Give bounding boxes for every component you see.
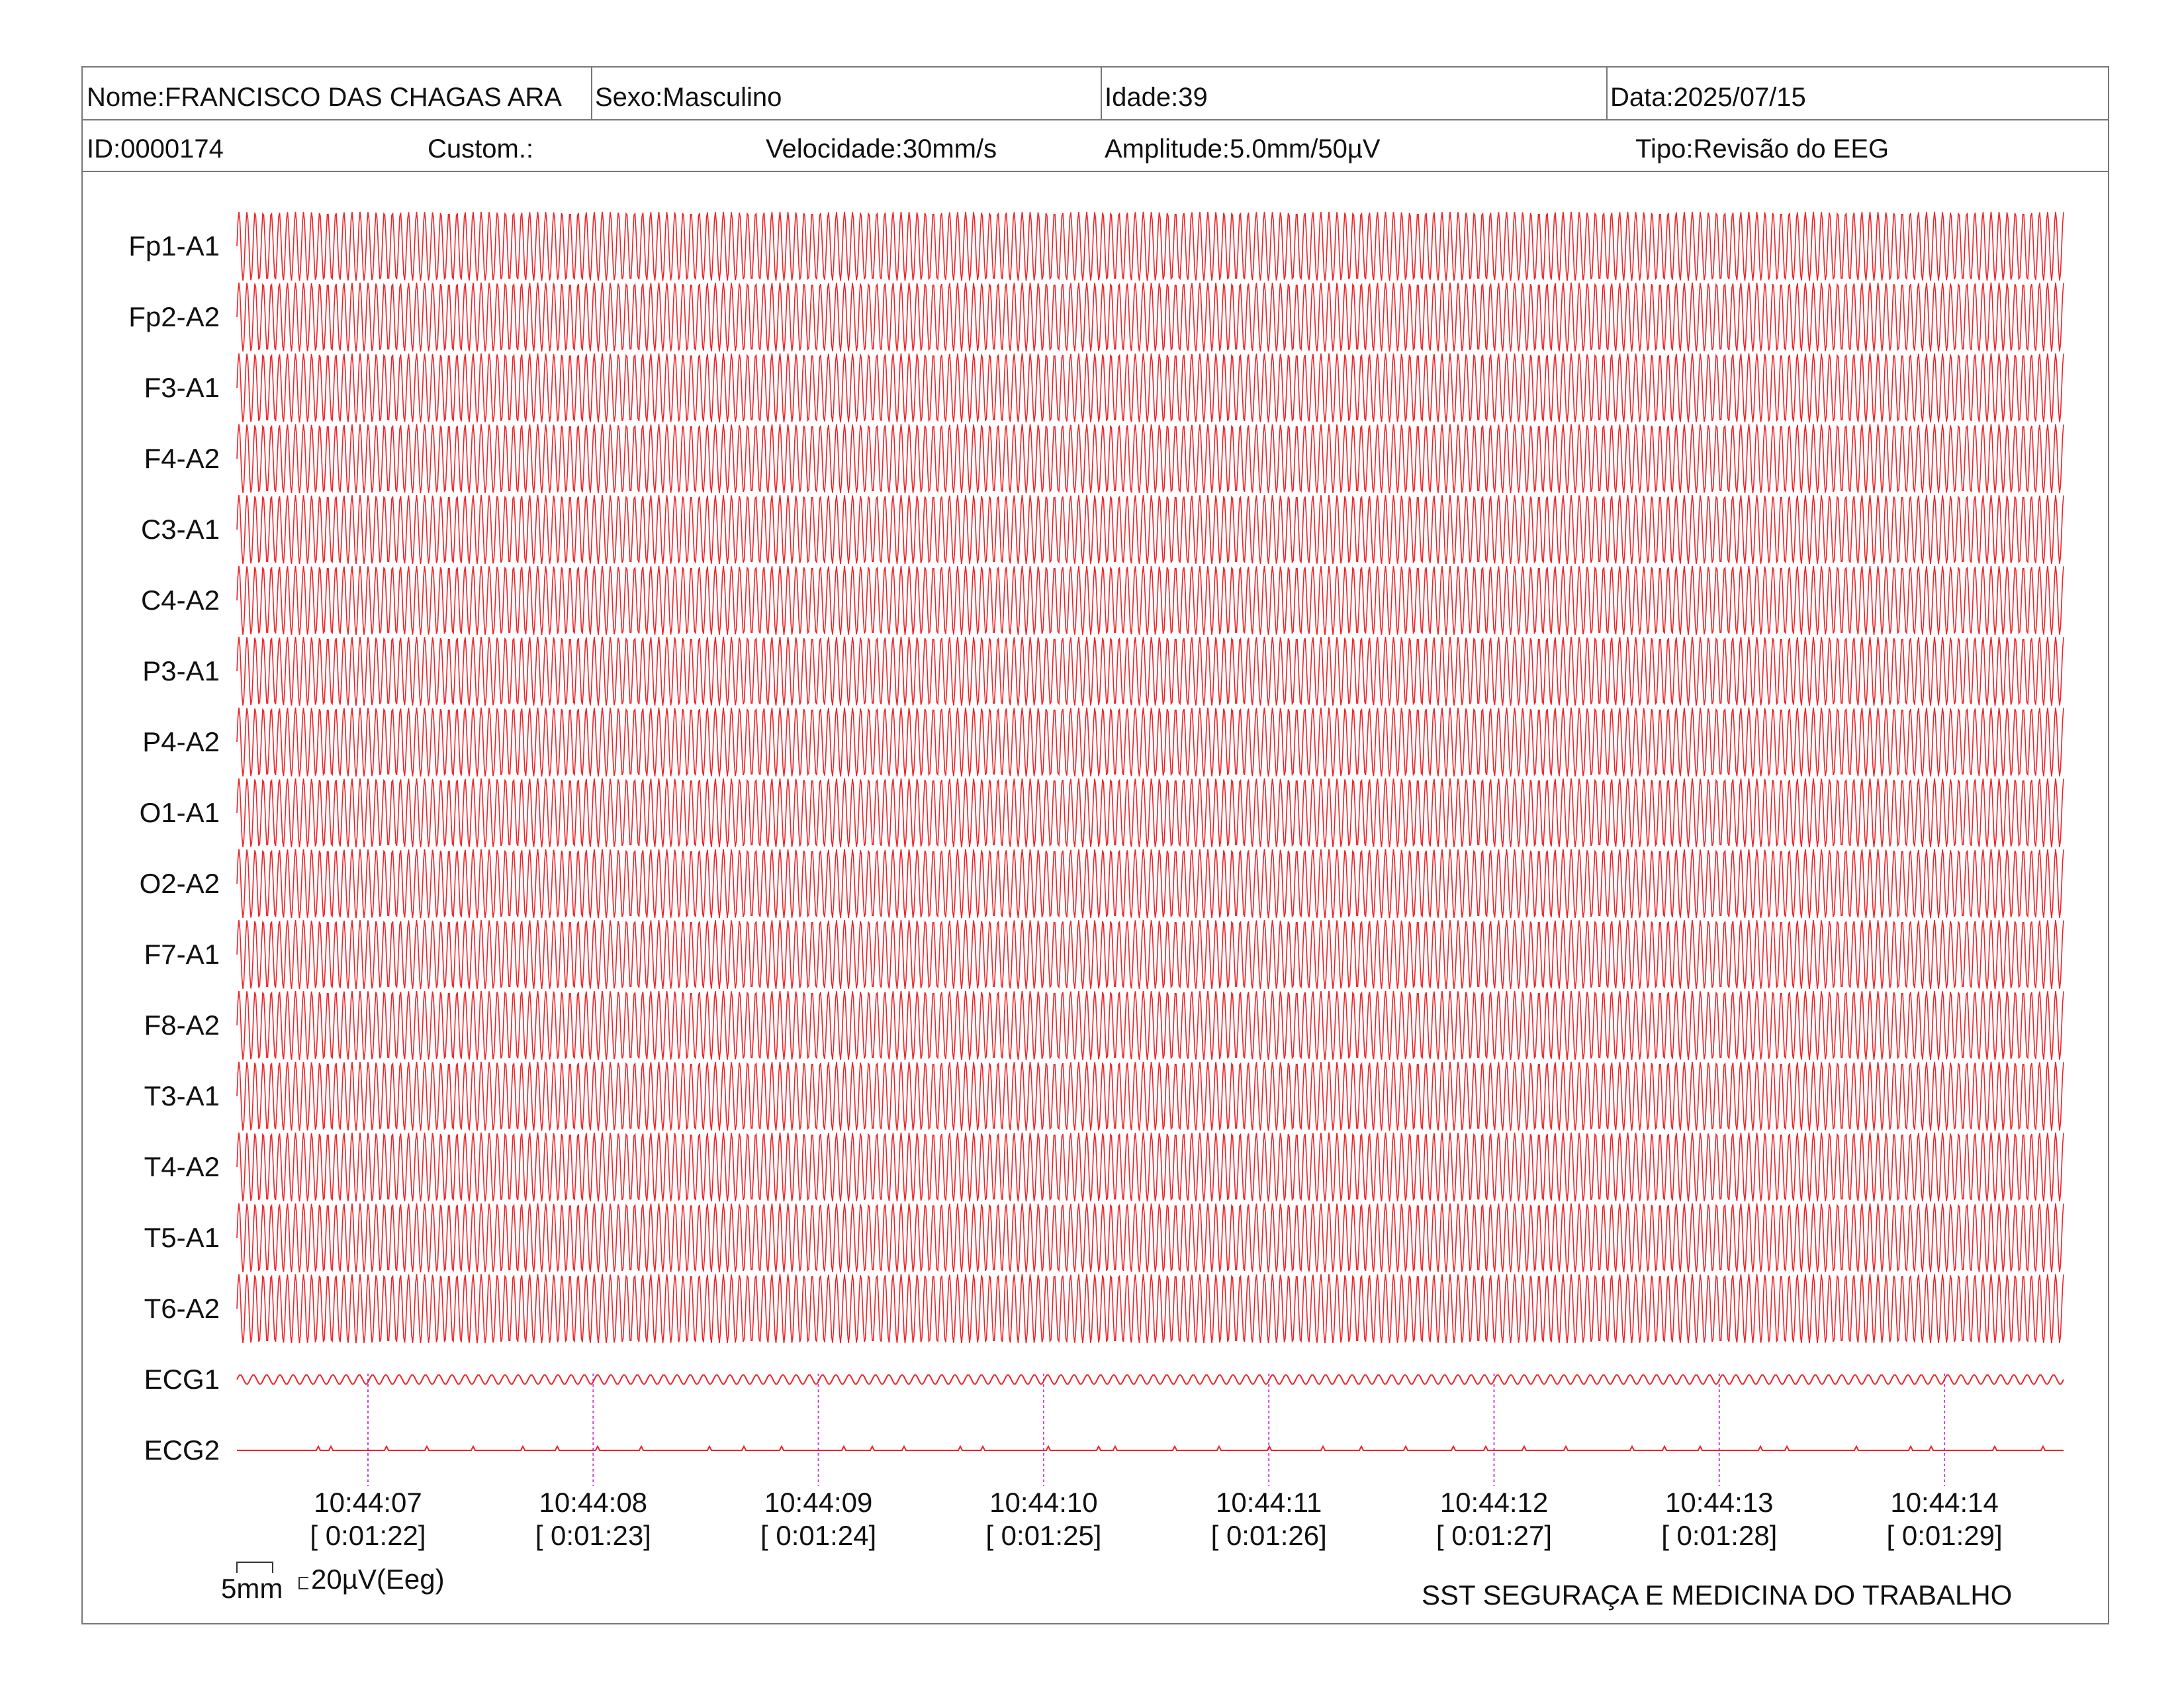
speed-setting: Velocidade:30mm/s	[766, 134, 997, 164]
time-marker-clock: 10:44:11	[1216, 1487, 1322, 1518]
header-divider	[591, 68, 592, 119]
channel-trace	[236, 1203, 2064, 1273]
channel-label: ECG1	[144, 1364, 220, 1395]
channel-label: T5-A1	[144, 1222, 220, 1253]
time-marker-clock: 10:44:12	[1439, 1487, 1549, 1518]
time-marker-label: 10:44:09[ 0:01:24]	[733, 1486, 905, 1552]
channel-trace	[236, 565, 2064, 635]
channel-trace	[236, 990, 2064, 1060]
time-marker-label: 10:44:07[ 0:01:22]	[282, 1486, 454, 1552]
time-marker-label: 10:44:12[ 0:01:27]	[1408, 1486, 1580, 1552]
channel-label: F4-A2	[144, 443, 220, 474]
header-row-settings: ID:0000174 Custom.: Velocidade:30mm/s Am…	[83, 119, 2108, 172]
channel-trace	[236, 282, 2064, 352]
channel-label: Fp1-A1	[128, 230, 220, 261]
time-marker-label: 10:44:08[ 0:01:23]	[507, 1486, 679, 1552]
time-marker-elapsed: [ 0:01:29]	[1886, 1520, 2003, 1551]
patient-name: Nome:FRANCISCO DAS CHAGAS ARA	[87, 83, 562, 112]
time-marker-elapsed: [ 0:01:26]	[1210, 1520, 1327, 1551]
patient-age: Idade:39	[1105, 83, 1208, 112]
amplitude-scale-bracket	[298, 1577, 308, 1589]
time-marker-label: 10:44:11[ 0:01:26]	[1183, 1486, 1355, 1552]
channel-label: C4-A2	[140, 585, 220, 616]
time-marker-label: 10:44:10[ 0:01:25]	[958, 1486, 1130, 1552]
exam-date: Data:2025/07/15	[1610, 83, 1806, 112]
channel-trace	[236, 919, 2064, 990]
header-row-patient: Nome:FRANCISCO DAS CHAGAS ARA Sexo:Mascu…	[83, 68, 2108, 120]
channel-label: P3-A1	[142, 655, 220, 686]
channel-trace	[236, 1374, 2064, 1385]
time-marker-clock: 10:44:08	[539, 1487, 648, 1518]
report-frame: Nome:FRANCISCO DAS CHAGAS ARA Sexo:Mascu…	[81, 66, 2109, 1624]
channel-trace	[236, 849, 2064, 919]
channel-trace	[236, 1132, 2064, 1202]
channel-trace	[236, 494, 2064, 565]
channel-label: F3-A1	[144, 372, 220, 403]
channel-label: F8-A2	[144, 1009, 220, 1041]
time-scale-bracket	[236, 1562, 273, 1573]
time-marker-elapsed: [ 0:01:27]	[1435, 1520, 1553, 1551]
channel-label: ECG2	[144, 1434, 220, 1466]
channel-label: C3-A1	[140, 514, 220, 545]
channel-trace	[236, 1274, 2064, 1344]
channel-label: O1-A1	[139, 797, 220, 828]
channel-label: T6-A2	[144, 1293, 220, 1324]
channel-trace	[236, 778, 2064, 848]
channel-trace	[236, 1061, 2064, 1131]
channel-trace	[237, 1444, 2064, 1451]
company-name: SST SEGURAÇA E MEDICINA DO TRABALHO	[1422, 1579, 2013, 1611]
time-marker-clock: 10:44:14	[1890, 1487, 1999, 1518]
custom-field: Custom.:	[428, 134, 534, 164]
time-marker-elapsed: [ 0:01:24]	[760, 1520, 877, 1551]
time-marker-elapsed: [ 0:01:22]	[310, 1520, 426, 1551]
channel-trace	[236, 424, 2064, 494]
amplitude-scale-label: 20µV(Eeg)	[311, 1564, 445, 1595]
channel-label: O2-A2	[139, 868, 220, 899]
time-marker-elapsed: [ 0:01:25]	[985, 1520, 1102, 1551]
time-marker-clock: 10:44:09	[764, 1487, 873, 1518]
channel-trace	[236, 211, 2064, 281]
time-marker-elapsed: [ 0:01:28]	[1661, 1520, 1778, 1551]
channel-label: P4-A2	[142, 726, 220, 757]
time-marker-label: 10:44:13[ 0:01:28]	[1633, 1486, 1805, 1552]
exam-type: Tipo:Revisão do EEG	[1635, 134, 1889, 164]
channel-trace	[236, 636, 2064, 706]
channel-label: T3-A1	[144, 1080, 220, 1111]
time-scale-label: 5mm	[221, 1573, 283, 1604]
channel-trace	[236, 353, 2064, 423]
channel-label: F7-A1	[144, 939, 220, 970]
header-divider	[1101, 68, 1102, 119]
channel-label: T4-A2	[144, 1151, 220, 1182]
channel-label: Fp2-A2	[128, 301, 220, 332]
time-marker-elapsed: [ 0:01:23]	[535, 1520, 651, 1551]
time-marker-clock: 10:44:10	[989, 1487, 1098, 1518]
time-marker-label: 10:44:14[ 0:01:29]	[1858, 1486, 2030, 1552]
time-marker-clock: 10:44:07	[314, 1487, 422, 1518]
patient-id: ID:0000174	[87, 134, 224, 164]
amplitude-setting: Amplitude:5.0mm/50µV	[1105, 134, 1381, 164]
channel-trace	[236, 707, 2064, 777]
time-marker-clock: 10:44:13	[1665, 1487, 1774, 1518]
patient-sex: Sexo:Masculino	[595, 83, 782, 112]
header-divider	[1606, 68, 1608, 119]
